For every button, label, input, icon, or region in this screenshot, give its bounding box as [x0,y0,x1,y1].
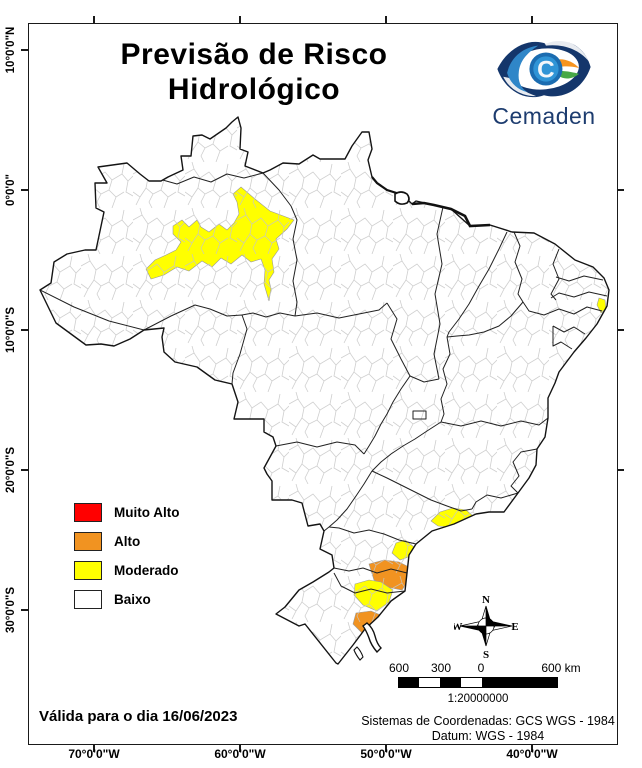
bottom-axis-label: 50°0'0"W [360,747,412,761]
legend-swatch-alto [74,532,102,551]
scale-label: 600 km [541,661,581,675]
left-axis-label: 10°0'0"N [5,26,17,74]
grid-tick [385,16,387,23]
legend-item: Baixo [74,590,179,609]
grid-tick [617,189,624,191]
coordinate-system-note: Sistemas de Coordenadas: GCS WGS - 1984 … [361,714,615,743]
grid-tick [21,329,28,331]
legend-item: Moderado [74,561,179,580]
grid-tick [239,745,241,752]
left-axis-label: 20°0'0"S [5,446,17,494]
grid-tick [617,329,624,331]
grid-tick [531,745,533,752]
legend-label: Baixo [114,592,151,607]
brazil-map [39,116,610,665]
bottom-axis-label: 70°0'0"W [68,747,120,761]
grid-tick [21,49,28,51]
legend-item: Muito Alto [74,503,179,522]
left-axis-label: 10°0'0"S [5,306,17,354]
legend-label: Muito Alto [114,505,180,520]
left-axis-label: 0°0'0" [5,174,17,206]
scale-bar [398,677,558,688]
svg-text:N: N [482,594,490,606]
left-axis-label: 30°0'0"S [5,586,17,634]
grid-tick [93,745,95,752]
legend-label: Alto [114,534,141,549]
grid-tick [93,16,95,23]
cemaden-wordmark: Cemaden [492,103,596,129]
svg-text:C: C [537,57,555,84]
legend-item: Alto [74,532,179,551]
legend-swatch-baixo [74,590,102,609]
scale-label: 0 [477,661,485,675]
grid-tick [21,469,28,471]
svg-text:E: E [511,621,518,633]
grid-tick [239,16,241,23]
page-title: Previsão de Risco Hidrológico [120,38,388,106]
scale-label: 600 [388,661,410,675]
bottom-axis-label: 40°0'0"W [506,747,558,761]
scale-ratio: 1:20000000 [447,693,509,705]
lagoa-dos-patos [362,622,382,654]
svg-text:W: W [454,621,463,633]
grid-tick [617,469,624,471]
legend-swatch-muito-alto [74,503,102,522]
grid-tick [531,16,533,23]
scale-label: 300 [430,661,452,675]
cemaden-eye-icon: C [497,39,591,98]
municipality-boundaries [40,117,609,664]
legend-label: Moderado [114,563,179,578]
coast-details [353,176,491,661]
svg-text:S: S [483,649,489,660]
compass-rose-icon: N S E W [454,594,518,660]
lagoa-mirim [353,646,364,661]
map-frame: Previsão de Risco Hidrológico C Cemaden [28,23,618,745]
bottom-axis-label: 60°0'0"W [214,747,266,761]
grid-tick [385,745,387,752]
grid-tick [21,609,28,611]
cemaden-logo: C Cemaden [479,34,609,130]
risk-legend: Muito Alto Alto Moderado Baixo [74,503,179,619]
grid-tick [21,189,28,191]
validity-date: Válida para o dia 16/06/2023 [39,708,238,725]
legend-swatch-moderado [74,561,102,580]
